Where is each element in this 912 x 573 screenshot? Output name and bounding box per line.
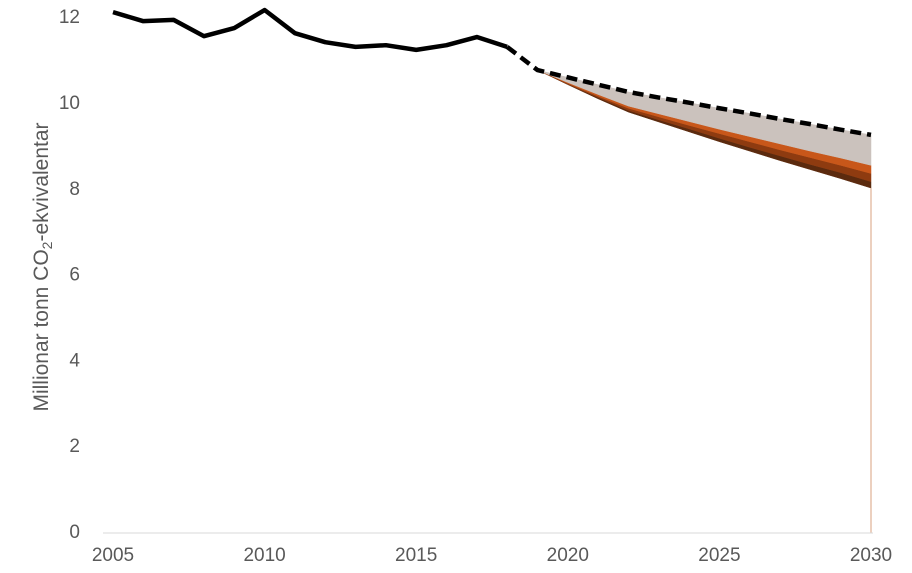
y-tick-label: 4	[69, 350, 80, 371]
y-tick-label: 10	[59, 93, 80, 114]
y-tick-label: 8	[69, 179, 80, 200]
y-label-part: -ekvivalentar	[30, 122, 53, 241]
x-tick-label: 2025	[698, 545, 740, 566]
projection-line	[505, 45, 872, 138]
y-tick-label: 12	[59, 7, 80, 28]
x-tick-label: 2005	[92, 545, 134, 566]
y-label-part: Millionar tonn CO	[30, 249, 53, 411]
y-tick-label: 2	[69, 436, 80, 457]
x-tick-label: 2010	[243, 545, 285, 566]
y-axis-label: Millionar tonn CO2-ekvivalentar	[30, 122, 55, 411]
y-label-subscript: 2	[39, 241, 55, 249]
y-tick-label: 0	[69, 522, 80, 543]
x-tick-label: 2030	[850, 545, 892, 566]
x-tick-label: 2020	[547, 545, 589, 566]
history-line	[112, 7, 508, 53]
y-tick-label: 6	[69, 265, 80, 286]
x-tick-label: 2015	[395, 545, 437, 566]
